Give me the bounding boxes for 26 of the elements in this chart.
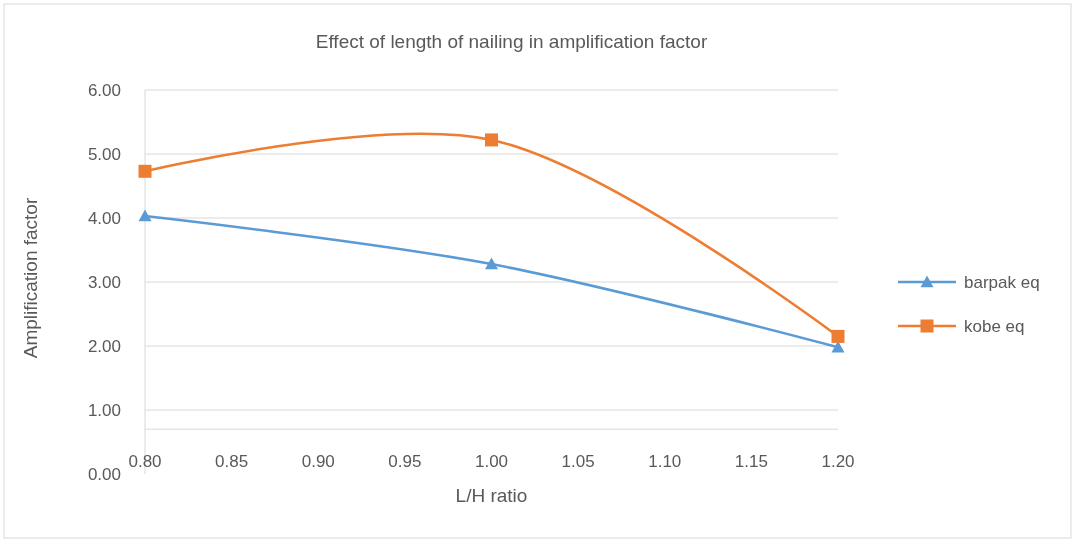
x-tick-label: 0.90 xyxy=(301,452,335,472)
chart-title: Effect of length of nailing in amplification factor xyxy=(315,31,708,52)
x-tick-label: 1.10 xyxy=(648,452,682,472)
x-tick-label: 1.00 xyxy=(474,452,509,472)
point xyxy=(138,209,152,222)
point xyxy=(485,257,498,270)
y-tick-label: 4.00 xyxy=(87,209,121,228)
legend-label: barpak eq xyxy=(964,273,1040,292)
y-tick-label: 1.00 xyxy=(87,401,121,420)
y-axis-title: Amplification factor xyxy=(20,197,41,359)
x-tick-label: 1.20 xyxy=(821,452,855,472)
y-tick-label: 2.00 xyxy=(87,337,121,356)
point xyxy=(831,329,845,343)
y-tick-label: 3.00 xyxy=(87,273,121,292)
x-tick-label: 1.15 xyxy=(734,452,768,472)
x-axis-title: L/H ratio xyxy=(455,485,528,506)
point xyxy=(138,164,152,178)
point xyxy=(485,133,498,147)
legend-label: kobe eq xyxy=(964,317,1025,336)
x-tick-label: 0.95 xyxy=(388,452,422,472)
y-tick-label: 5.00 xyxy=(87,145,121,164)
x-tick-label: 0.85 xyxy=(215,452,249,472)
x-tick-label: 0.80 xyxy=(128,452,162,472)
y-tick-label: 6.00 xyxy=(87,81,121,100)
y-tick-label: 0.00 xyxy=(87,465,121,484)
x-tick-label: 1.05 xyxy=(561,452,595,472)
